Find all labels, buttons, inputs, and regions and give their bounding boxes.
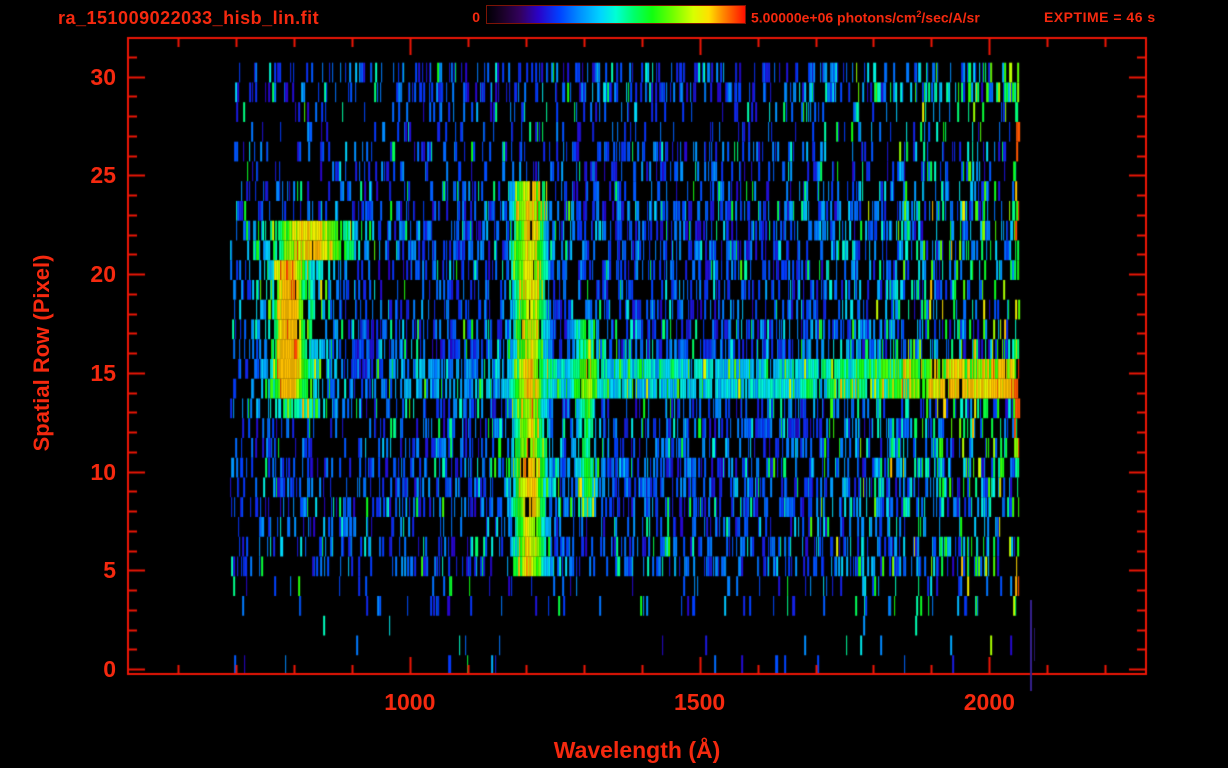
colorbar-max-pre: 5.00000e+06 photons/cm [751, 9, 917, 26]
y-tick-label: 10 [90, 458, 116, 485]
colorbar [486, 5, 746, 24]
y-tick-label: 20 [90, 261, 116, 288]
colorbar-min-label: 0 [472, 9, 480, 25]
x-axis-title: Wavelength (Å) [553, 737, 721, 763]
colorbar-max-post: /sec/A/sr [921, 9, 980, 26]
y-tick-label: 25 [90, 162, 116, 189]
y-tick-label: 15 [90, 359, 116, 386]
colorbar-max-sup: 2 [916, 9, 922, 19]
exptime-label: EXPTIME = 46 s [1044, 9, 1156, 25]
x-tick-label: 2000 [963, 689, 1015, 715]
file-title: ra_151009022033_hisb_lin.fit [58, 8, 320, 28]
x-tick-label: 1500 [673, 689, 726, 715]
x-tick-label: 1000 [384, 689, 436, 715]
y-tick-label: 5 [103, 557, 116, 584]
y-tick-label: 30 [90, 63, 116, 90]
colorbar-max-label: 5.00000e+06 photons/cm2/sec/A/sr [751, 9, 980, 26]
y-tick-label: 0 [103, 656, 116, 683]
